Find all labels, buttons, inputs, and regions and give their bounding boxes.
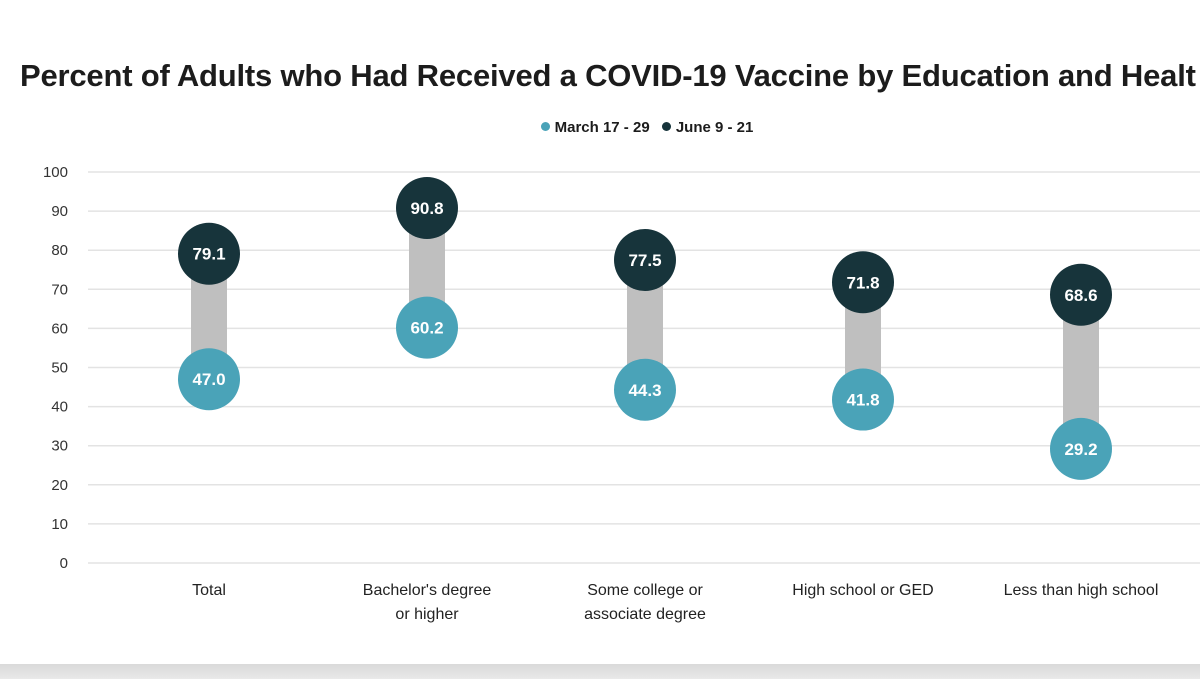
y-tick-label-70: 70 bbox=[51, 281, 68, 298]
legend-item-june: June 9 - 21 bbox=[661, 119, 754, 136]
chart-legend: March 17 - 29 June 9 - 21 bbox=[0, 119, 1200, 136]
march-point bbox=[178, 348, 240, 411]
june-point bbox=[1050, 263, 1112, 326]
x-category-label: High school or GED bbox=[792, 582, 933, 599]
y-tick-label-20: 20 bbox=[51, 477, 68, 494]
june-value-label: 90.8 bbox=[410, 199, 443, 218]
june-point bbox=[614, 228, 676, 291]
june-value-label: 77.5 bbox=[628, 251, 661, 270]
march-value-label: 41.8 bbox=[846, 391, 879, 410]
y-tick-label-0: 0 bbox=[60, 555, 68, 572]
march-value-label: 47.0 bbox=[192, 370, 225, 389]
june-value-label: 68.6 bbox=[1064, 286, 1097, 305]
x-category-label: Less than high school bbox=[1004, 582, 1159, 599]
x-category-label: Total bbox=[192, 582, 226, 599]
chart-title: Percent of Adults who Had Received a COV… bbox=[20, 58, 1196, 93]
legend-marker-june bbox=[661, 122, 671, 131]
legend-label-june: June 9 - 21 bbox=[675, 119, 754, 136]
y-tick-label-10: 10 bbox=[51, 516, 68, 533]
legend-marker-march bbox=[540, 122, 550, 131]
march-point bbox=[614, 358, 676, 421]
y-tick-label-100: 100 bbox=[43, 164, 68, 181]
y-tick-label-60: 60 bbox=[51, 320, 68, 337]
y-tick-label-90: 90 bbox=[51, 203, 68, 220]
y-tick-label-30: 30 bbox=[51, 438, 68, 455]
march-value-label: 29.2 bbox=[1064, 440, 1097, 459]
legend-item-march: March 17 - 29 bbox=[540, 119, 650, 136]
y-tick-label-40: 40 bbox=[51, 399, 68, 416]
march-value-label: 44.3 bbox=[628, 381, 661, 400]
march-point bbox=[396, 296, 458, 359]
march-value-label: 60.2 bbox=[410, 319, 443, 338]
june-value-label: 71.8 bbox=[846, 273, 879, 292]
june-point bbox=[178, 222, 240, 285]
x-category-label: Some college or bbox=[587, 582, 703, 599]
june-value-label: 79.1 bbox=[192, 245, 225, 264]
march-point bbox=[1050, 417, 1112, 480]
june-point bbox=[832, 251, 894, 314]
march-point bbox=[832, 368, 894, 431]
legend-label-march: March 17 - 29 bbox=[554, 119, 650, 136]
y-tick-label-50: 50 bbox=[51, 360, 68, 377]
x-category-label: Bachelor's degree bbox=[363, 582, 492, 599]
june-point bbox=[396, 176, 458, 239]
x-category-label: or higher bbox=[395, 606, 459, 623]
y-tick-label-80: 80 bbox=[51, 242, 68, 259]
bottom-edge-bar bbox=[0, 664, 1200, 679]
x-category-label: associate degree bbox=[584, 606, 706, 623]
